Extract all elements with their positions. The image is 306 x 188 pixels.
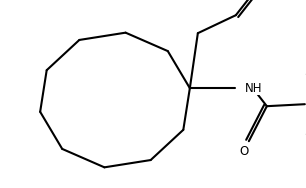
Text: O: O <box>239 145 248 158</box>
Text: NH: NH <box>245 82 262 95</box>
